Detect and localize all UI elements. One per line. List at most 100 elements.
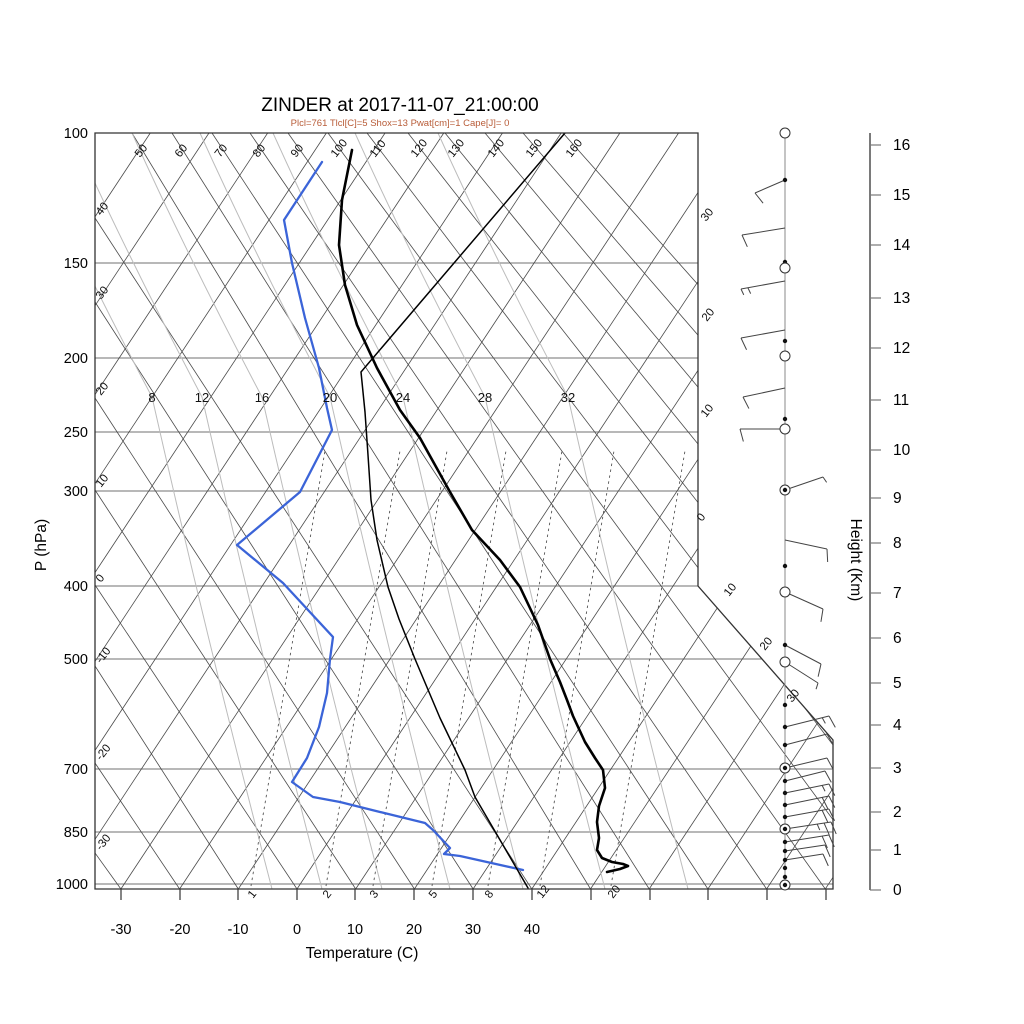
moist-adiabat-label: 12 (195, 390, 209, 405)
wind-barb-shaft (740, 329, 786, 339)
wind-barb-shaft (784, 821, 832, 830)
grid-value-label: 0 (695, 511, 708, 523)
grid-value-label: 8 (483, 888, 496, 900)
wind-level-dot (782, 765, 788, 771)
pressure-tick-label: 150 (64, 256, 88, 272)
grid-value-label: 20 (94, 380, 111, 397)
wind-level-dot (782, 790, 788, 796)
wind-level-circle (779, 127, 791, 139)
moist-adiabat-label: 16 (255, 390, 269, 405)
grid-value-label: 2 (321, 888, 334, 900)
pressure-tick-label: 250 (64, 425, 88, 441)
wind-level-dot (782, 857, 788, 863)
pressure-axis-title: P (hPa) (33, 519, 50, 571)
height-tick-label: 8 (893, 535, 902, 552)
wind-barb-feather (828, 783, 836, 796)
wind-level-dot (782, 839, 788, 845)
wind-level-circle (779, 423, 791, 435)
wind-barb-feather (740, 288, 745, 296)
wind-barb-feather (739, 428, 744, 442)
pressure-tick-label: 200 (64, 351, 88, 367)
parcel-curve (360, 133, 566, 889)
wind-level-dot (782, 882, 788, 888)
wind-level-dot (782, 338, 788, 344)
wind-barb-shaft (784, 834, 830, 843)
page-title: ZINDER at 2017-11-07_21:00:00 (261, 95, 538, 116)
grid-value-label: 80 (251, 142, 268, 159)
wind-barb-shaft (741, 227, 786, 236)
wind-barb-feather (742, 396, 750, 409)
pressure-tick-label: 850 (64, 825, 88, 841)
pressure-tick-label: 100 (64, 126, 88, 142)
wind-barb-column (739, 127, 837, 891)
wind-level-dot (782, 778, 788, 784)
height-tick-label: 4 (893, 717, 902, 734)
pressure-tick-label: 400 (64, 579, 88, 595)
moist-adiabat-label: 8 (148, 390, 155, 405)
grid-value-label: 5 (427, 888, 440, 900)
height-tick-label: 3 (893, 760, 902, 777)
grid-value-label: 140 (486, 137, 507, 160)
wind-barb-shaft (784, 808, 830, 818)
wind-barb-shaft (784, 733, 828, 746)
wind-barb-feather (828, 795, 836, 808)
height-axis-title: Height (Km) (847, 519, 864, 602)
grid-value-label: 20 (606, 883, 623, 900)
grid-value-label: 100 (329, 137, 350, 160)
wind-barb-shaft (784, 795, 830, 806)
grid-value-label: -20 (94, 742, 114, 762)
wind-barb-feather (824, 770, 832, 783)
height-tick-label: 14 (893, 237, 911, 254)
temperature-curve (337, 148, 630, 874)
wind-level-dot (782, 826, 788, 832)
wind-barb-feather (830, 821, 837, 835)
wind-barb-shaft (784, 661, 819, 684)
wind-barb-feather (824, 844, 831, 858)
temperature-tick-label: -20 (170, 922, 191, 938)
grid-value-label: 10 (722, 581, 739, 598)
pressure-tick-label: 1000 (56, 877, 88, 893)
grid-value-label: -10 (94, 645, 114, 665)
wind-level-circle (779, 262, 791, 274)
height-tick-label: 2 (893, 804, 902, 821)
wind-barb-feather (816, 823, 821, 831)
wind-barb-shaft (754, 179, 786, 194)
grid-value-label: 12 (535, 883, 552, 900)
wind-level-dot (782, 742, 788, 748)
wind-barb-feather (821, 797, 829, 810)
wind-barb-feather (822, 476, 828, 483)
wind-barb-feather (821, 717, 826, 724)
wind-barb-feather (740, 337, 748, 350)
height-tick-label: 5 (893, 675, 902, 692)
wind-level-dot (782, 563, 788, 569)
wind-level-circle (779, 656, 791, 668)
wind-barb-shaft (742, 387, 786, 398)
wind-barb-shaft (784, 770, 826, 782)
height-tick-label: 7 (893, 585, 902, 602)
wind-barb-feather (747, 287, 752, 294)
wind-barb-shaft (784, 783, 830, 794)
pressure-tick-label: 300 (64, 484, 88, 500)
wind-barb-shaft (784, 715, 830, 728)
wind-level-dot (782, 416, 788, 422)
grid-value-label: 90 (289, 142, 306, 159)
height-tick-label: 13 (893, 290, 910, 307)
temperature-tick-label: -10 (228, 922, 249, 938)
grid-value-label: 110 (368, 138, 389, 160)
height-tick-label: 9 (893, 490, 902, 507)
wind-level-dot (782, 724, 788, 730)
grid-value-label: 1 (246, 888, 259, 900)
temperature-tick-label: 10 (347, 922, 363, 938)
grid-value-label: -30 (94, 832, 114, 852)
height-tick-label: 12 (893, 340, 910, 357)
wind-barb-feather (828, 715, 836, 728)
wind-barb-shaft (784, 853, 824, 861)
wind-barb-shaft (784, 539, 828, 550)
wind-barb-feather (817, 663, 822, 677)
wind-barb-feather (821, 810, 829, 823)
pressure-tick-label: 700 (64, 762, 88, 778)
height-tick-label: 6 (893, 630, 902, 647)
dewpoint-curve (235, 160, 525, 872)
